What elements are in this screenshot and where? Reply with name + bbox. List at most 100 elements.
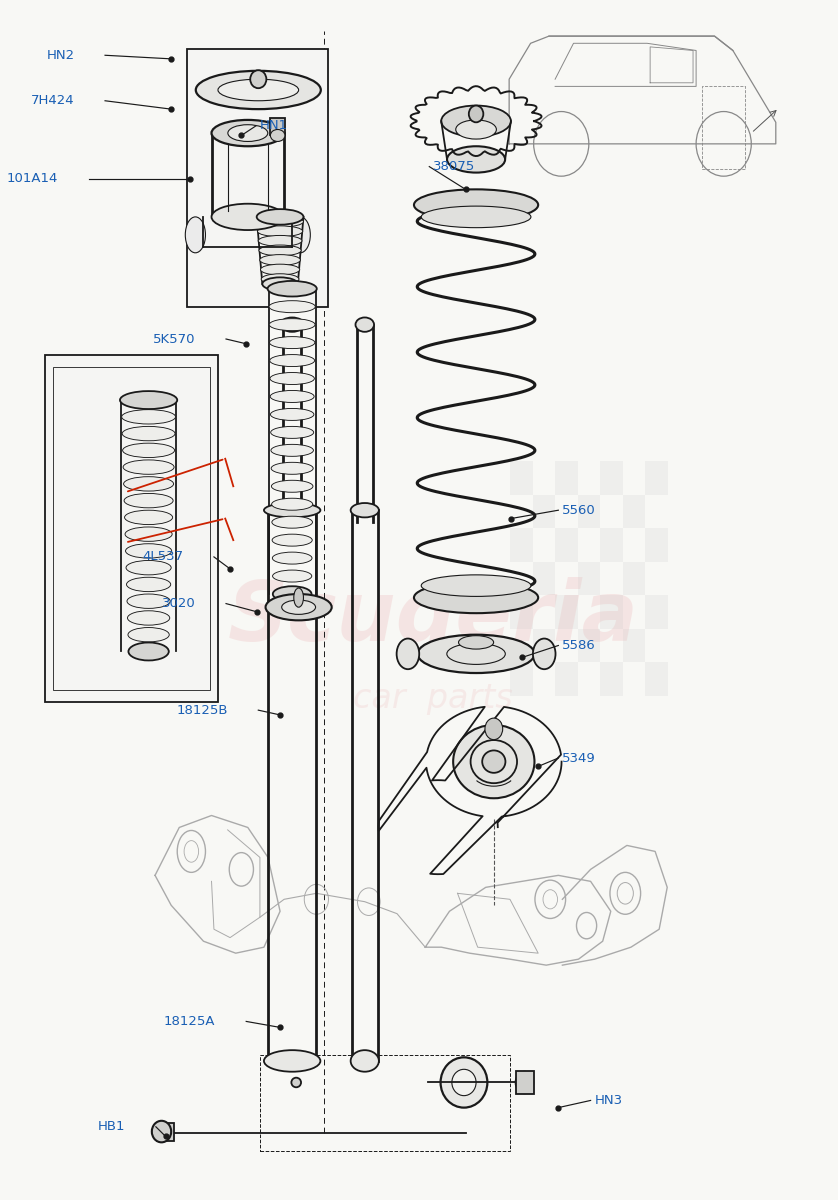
Ellipse shape	[122, 409, 175, 424]
Ellipse shape	[414, 190, 538, 221]
Ellipse shape	[256, 216, 303, 227]
Bar	[53, 366, 210, 690]
Text: HN2: HN2	[46, 49, 75, 61]
Ellipse shape	[264, 503, 320, 517]
Bar	[600, 461, 623, 494]
Text: Scuderia: Scuderia	[228, 577, 639, 659]
Ellipse shape	[441, 1057, 488, 1108]
Ellipse shape	[396, 638, 419, 670]
Bar	[623, 494, 645, 528]
Ellipse shape	[123, 476, 173, 491]
Bar	[577, 562, 600, 595]
Ellipse shape	[185, 217, 205, 253]
Ellipse shape	[272, 552, 312, 564]
Text: HN1: HN1	[260, 120, 288, 132]
Ellipse shape	[456, 120, 496, 139]
Bar	[577, 494, 600, 528]
Bar	[555, 595, 577, 629]
Ellipse shape	[160, 1127, 171, 1139]
Bar	[555, 461, 577, 494]
Bar	[645, 595, 668, 629]
Bar	[577, 629, 600, 662]
Ellipse shape	[211, 120, 284, 146]
Ellipse shape	[270, 354, 314, 366]
Bar	[600, 528, 623, 562]
Ellipse shape	[122, 392, 176, 407]
Ellipse shape	[282, 600, 316, 614]
Ellipse shape	[468, 106, 484, 122]
Ellipse shape	[260, 254, 301, 265]
Ellipse shape	[442, 106, 511, 137]
Text: 18125B: 18125B	[176, 703, 228, 716]
Bar	[645, 461, 668, 494]
Bar	[188, 49, 328, 307]
Bar	[555, 528, 577, 562]
Text: 38075: 38075	[433, 160, 476, 173]
Ellipse shape	[272, 462, 313, 474]
Bar	[645, 662, 668, 696]
Bar	[516, 1070, 534, 1094]
Ellipse shape	[128, 628, 169, 642]
Ellipse shape	[262, 277, 297, 290]
Ellipse shape	[251, 71, 266, 88]
Ellipse shape	[458, 636, 494, 649]
Text: HN3: HN3	[595, 1094, 623, 1106]
Bar	[532, 494, 555, 528]
Ellipse shape	[128, 644, 168, 659]
Bar	[510, 595, 532, 629]
Ellipse shape	[261, 274, 299, 284]
Ellipse shape	[126, 544, 172, 558]
Bar	[157, 1123, 174, 1141]
Text: 7H424: 7H424	[31, 95, 75, 107]
Ellipse shape	[414, 582, 538, 613]
Ellipse shape	[294, 588, 303, 607]
Bar	[623, 562, 645, 595]
Bar	[260, 1055, 510, 1151]
Ellipse shape	[228, 125, 268, 142]
Ellipse shape	[417, 635, 535, 673]
Bar	[510, 662, 532, 696]
Ellipse shape	[447, 146, 505, 173]
Ellipse shape	[124, 493, 173, 508]
Text: 5560: 5560	[562, 504, 596, 517]
Bar	[555, 662, 577, 696]
Ellipse shape	[452, 1069, 476, 1096]
Ellipse shape	[272, 570, 312, 582]
Ellipse shape	[125, 527, 172, 541]
Text: 4L537: 4L537	[142, 551, 184, 563]
Ellipse shape	[272, 516, 313, 528]
Ellipse shape	[290, 217, 310, 253]
Bar	[645, 528, 668, 562]
Ellipse shape	[266, 594, 332, 620]
Ellipse shape	[355, 318, 374, 332]
Ellipse shape	[127, 577, 171, 592]
Bar	[532, 629, 555, 662]
Ellipse shape	[271, 444, 313, 456]
Ellipse shape	[271, 426, 313, 438]
Ellipse shape	[264, 1050, 320, 1072]
Ellipse shape	[259, 245, 301, 256]
Text: HB1: HB1	[98, 1121, 125, 1133]
Text: 5586: 5586	[562, 638, 596, 652]
Ellipse shape	[128, 642, 168, 660]
Ellipse shape	[269, 301, 315, 313]
Ellipse shape	[257, 226, 303, 236]
Text: 3020: 3020	[162, 598, 195, 610]
Text: car  parts: car parts	[354, 682, 513, 715]
Ellipse shape	[256, 209, 303, 224]
Bar	[510, 461, 532, 494]
Bar	[623, 629, 645, 662]
Ellipse shape	[152, 1121, 171, 1142]
Text: 5K570: 5K570	[153, 332, 195, 346]
Bar	[44, 354, 218, 702]
Ellipse shape	[533, 638, 556, 670]
Ellipse shape	[272, 534, 313, 546]
Ellipse shape	[267, 281, 317, 296]
Ellipse shape	[280, 318, 304, 332]
Ellipse shape	[350, 503, 379, 517]
Ellipse shape	[422, 575, 531, 596]
Text: 18125A: 18125A	[164, 1015, 215, 1028]
Ellipse shape	[273, 588, 312, 600]
Ellipse shape	[453, 725, 535, 798]
Ellipse shape	[127, 611, 170, 625]
